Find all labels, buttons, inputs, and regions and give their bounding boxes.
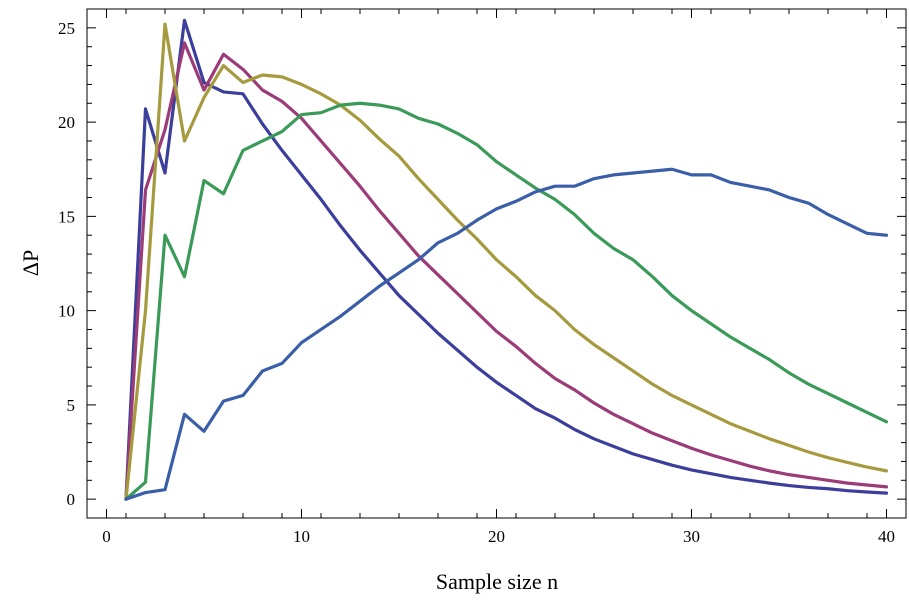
series-line-5 [124,167,889,501]
y-tick-label: 5 [67,396,76,415]
series-line-3 [124,22,889,501]
x-tick-label: 0 [102,527,111,546]
x-tick-label: 20 [488,527,505,546]
axis-tick-labels: 0 10 20 30 40 0 5 10 15 20 25 [58,19,895,546]
y-tick-label: 15 [58,207,75,226]
y-tick-label: 0 [67,490,76,509]
x-tick-label: 10 [293,527,310,546]
x-tick-label: 30 [683,527,700,546]
y-tick-label: 20 [58,113,75,132]
x-tick-label: 40 [878,527,895,546]
axis-ticks [86,8,907,518]
series-line-1 [124,18,889,501]
y-tick-label: 25 [58,19,75,38]
series-lines [124,18,889,501]
series-line-4 [124,101,889,501]
series-line-2 [124,41,889,501]
y-tick-label: 10 [58,302,75,321]
y-axis-label: ΔP [18,250,43,276]
x-axis-label: Sample size n [436,569,558,594]
